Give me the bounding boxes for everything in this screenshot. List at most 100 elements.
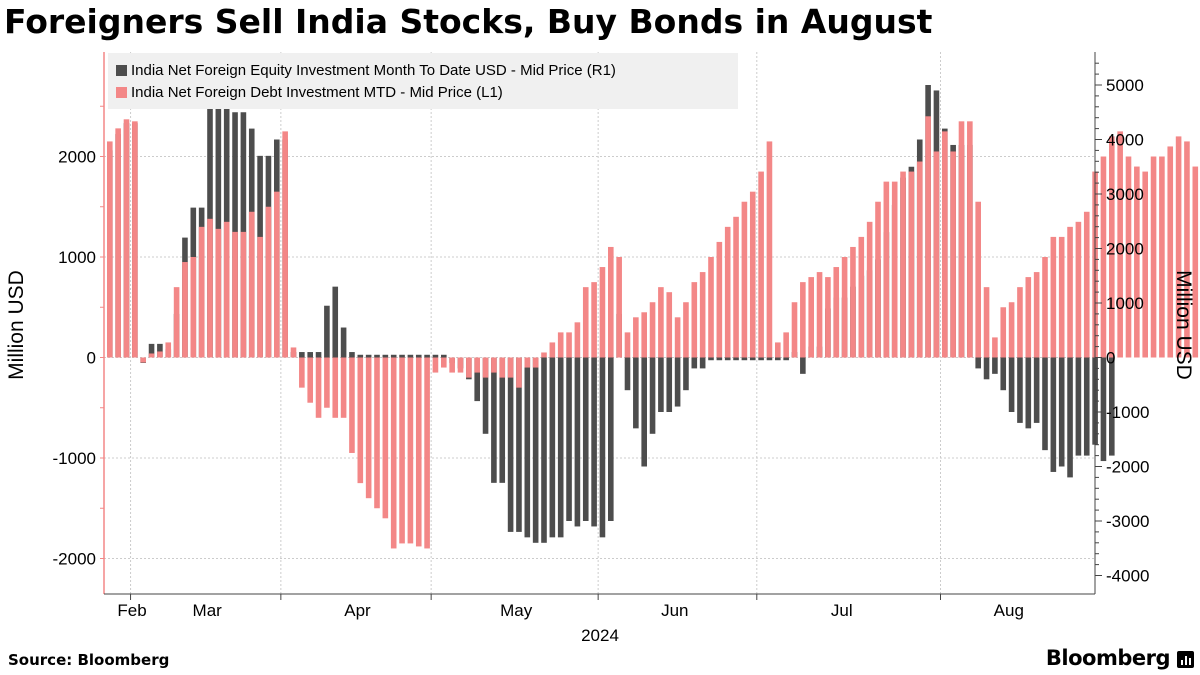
bar-equity xyxy=(658,357,664,412)
bar-debt xyxy=(332,357,339,418)
bar-debt xyxy=(382,357,389,519)
bar-debt xyxy=(591,282,597,358)
bar-equity xyxy=(382,354,389,358)
bar-debt xyxy=(716,241,723,358)
bar-debt xyxy=(641,312,647,358)
bar-equity xyxy=(474,357,480,402)
bar-debt xyxy=(248,211,255,358)
bar-debt xyxy=(825,277,831,358)
bar-debt xyxy=(674,317,681,358)
bar-debt xyxy=(207,218,213,358)
bar-debt xyxy=(916,161,923,358)
bar-debt xyxy=(950,151,956,358)
bar-debt xyxy=(775,342,781,358)
month-label: Apr xyxy=(344,601,371,620)
bar-equity xyxy=(1067,357,1073,478)
bar-debt xyxy=(123,119,130,358)
right-tick-label: -4000 xyxy=(1106,567,1149,586)
bar-debt xyxy=(992,337,998,358)
bar-debt xyxy=(983,287,990,358)
bar-debt xyxy=(1008,302,1015,358)
bar-debt xyxy=(624,332,631,358)
bar-debt xyxy=(290,347,297,358)
bar-debt xyxy=(616,257,622,358)
legend-label-debt: India Net Foreign Debt Investment MTD - … xyxy=(131,84,503,101)
bar-debt xyxy=(457,357,464,373)
bar-equity xyxy=(1058,357,1065,467)
bar-equity xyxy=(1083,357,1090,456)
bar-debt xyxy=(808,277,814,358)
bar-equity xyxy=(365,354,372,358)
bar-equity xyxy=(524,357,531,538)
right-tick-label: 4000 xyxy=(1106,131,1144,150)
bar-debt xyxy=(223,221,230,358)
source-note: Source: Bloomberg xyxy=(8,651,170,669)
bar-debt xyxy=(474,357,480,373)
legend-label-equity: India Net Foreign Equity Investment Mont… xyxy=(131,62,616,79)
bar-equity xyxy=(591,357,597,527)
bar-debt xyxy=(599,267,606,358)
bar-debt xyxy=(958,121,965,358)
bar-debt xyxy=(182,262,188,358)
bar-equity xyxy=(415,354,422,358)
bar-debt xyxy=(449,357,455,373)
month-label: Jul xyxy=(831,601,853,620)
bar-equity xyxy=(441,354,447,358)
bar-debt xyxy=(516,357,522,388)
bar-debt xyxy=(374,357,380,509)
bar-equity xyxy=(1008,357,1015,412)
bar-equity xyxy=(148,343,155,358)
bar-equity xyxy=(315,352,322,358)
bar-equity xyxy=(783,357,789,361)
bar-debt xyxy=(340,357,347,418)
bar-debt xyxy=(1159,156,1165,358)
month-label: May xyxy=(500,601,533,620)
bar-equity xyxy=(340,327,347,358)
bar-debt xyxy=(1175,136,1182,358)
bar-debt xyxy=(699,272,706,358)
bar-debt xyxy=(365,357,372,499)
bar-debt xyxy=(833,267,840,358)
month-label: Aug xyxy=(994,601,1024,620)
bar-equity xyxy=(574,357,581,527)
bar-debt xyxy=(1050,236,1057,358)
bar-equity xyxy=(507,357,514,532)
bar-debt xyxy=(1117,131,1123,358)
bar-debt xyxy=(424,357,430,549)
bar-debt xyxy=(215,228,222,358)
bar-equity xyxy=(633,357,639,429)
bar-debt xyxy=(315,357,322,418)
bar-debt xyxy=(1109,136,1115,358)
bar-equity xyxy=(599,357,606,538)
bar-debt xyxy=(566,332,572,358)
month-label: Mar xyxy=(193,601,223,620)
bar-equity xyxy=(766,357,773,361)
bar-equity xyxy=(708,357,714,361)
bar-debt xyxy=(265,206,272,358)
right-tick-label: 3000 xyxy=(1106,185,1144,204)
month-label: Jun xyxy=(661,601,688,620)
bar-equity xyxy=(299,352,305,358)
bar-equity xyxy=(666,357,673,412)
bar-equity xyxy=(332,286,339,358)
left-tick-label: 1000 xyxy=(58,248,96,267)
bar-equity xyxy=(608,357,614,521)
bar-debt xyxy=(633,317,639,358)
bar-debt xyxy=(407,357,414,544)
bar-equity xyxy=(699,357,706,369)
bar-equity xyxy=(641,357,647,467)
bar-debt xyxy=(1167,146,1174,358)
bar-debt xyxy=(933,151,940,358)
bar-debt xyxy=(574,322,581,358)
bar-debt xyxy=(733,216,739,358)
bar-equity xyxy=(1109,357,1115,456)
bar-debt xyxy=(432,357,439,373)
bar-debt xyxy=(1058,236,1065,358)
bar-debt xyxy=(975,201,981,358)
right-tick-label: 0 xyxy=(1106,349,1115,368)
bar-debt xyxy=(1017,287,1023,358)
bar-debt xyxy=(1033,272,1040,358)
bar-equity xyxy=(749,357,756,361)
legend-swatch-equity xyxy=(116,65,127,76)
